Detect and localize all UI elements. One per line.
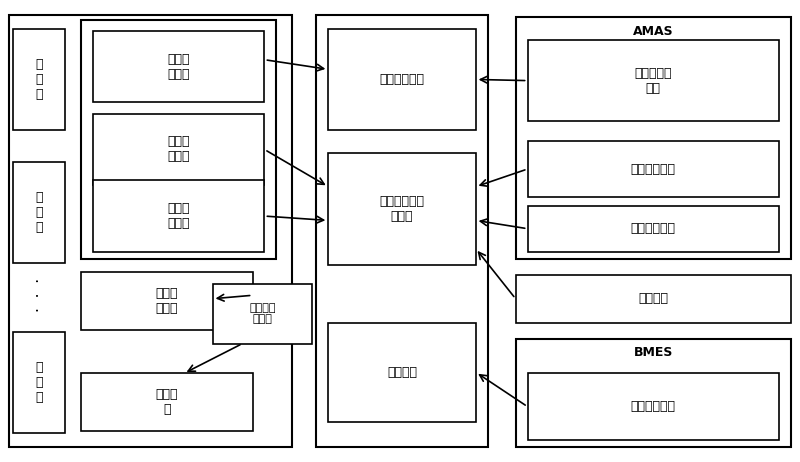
Bar	[515, 274, 790, 323]
Text: 封测工
序需时: 封测工 序需时	[167, 202, 190, 230]
Text: 产品状况追踪: 产品状况追踪	[630, 400, 676, 413]
Text: 自动产能预估: 自动产能预估	[379, 73, 425, 86]
Bar	[316, 15, 488, 447]
Bar	[527, 373, 778, 440]
Bar	[527, 206, 778, 252]
Text: 前段在制品
信息: 前段在制品 信息	[634, 67, 672, 95]
Bar	[213, 284, 312, 344]
Bar	[328, 29, 476, 130]
Text: 机台运
转状况: 机台运 转状况	[155, 287, 178, 315]
Text: 客户喜好: 客户喜好	[638, 292, 668, 305]
Text: 封装测
试: 封装测 试	[155, 388, 178, 416]
Bar	[81, 373, 253, 431]
Bar	[81, 272, 253, 330]
Text: 封
测
厂: 封 测 厂	[35, 361, 43, 404]
Bar	[527, 141, 778, 196]
Bar	[81, 20, 277, 259]
Bar	[93, 31, 265, 103]
Bar	[14, 332, 65, 433]
Text: 产品封
测工序: 产品封 测工序	[167, 135, 190, 164]
Text: AMAS: AMAS	[633, 25, 674, 38]
Bar	[14, 162, 65, 263]
Bar	[93, 114, 265, 185]
Text: 封
测
厂: 封 测 厂	[35, 191, 43, 234]
Text: BMES: BMES	[634, 346, 673, 359]
Text: ·  ·  ·: · · ·	[32, 278, 47, 312]
Bar	[93, 181, 265, 252]
Text: 封测厂质
量记录: 封测厂质 量记录	[250, 303, 276, 324]
Text: 自动产品分配
及确认: 自动产品分配 及确认	[379, 195, 425, 223]
Text: 封
测
厂: 封 测 厂	[35, 58, 43, 101]
Bar	[515, 339, 790, 447]
Bar	[10, 15, 292, 447]
Text: 自动委外: 自动委外	[387, 366, 417, 379]
Bar	[328, 323, 476, 422]
Text: 工序制造需时: 工序制造需时	[630, 222, 676, 235]
Bar	[14, 29, 65, 130]
Bar	[328, 153, 476, 266]
Text: 产品封
测状况: 产品封 测状况	[167, 53, 190, 81]
Bar	[527, 40, 778, 121]
Text: 前段制造工序: 前段制造工序	[630, 163, 676, 176]
Bar	[515, 18, 790, 259]
